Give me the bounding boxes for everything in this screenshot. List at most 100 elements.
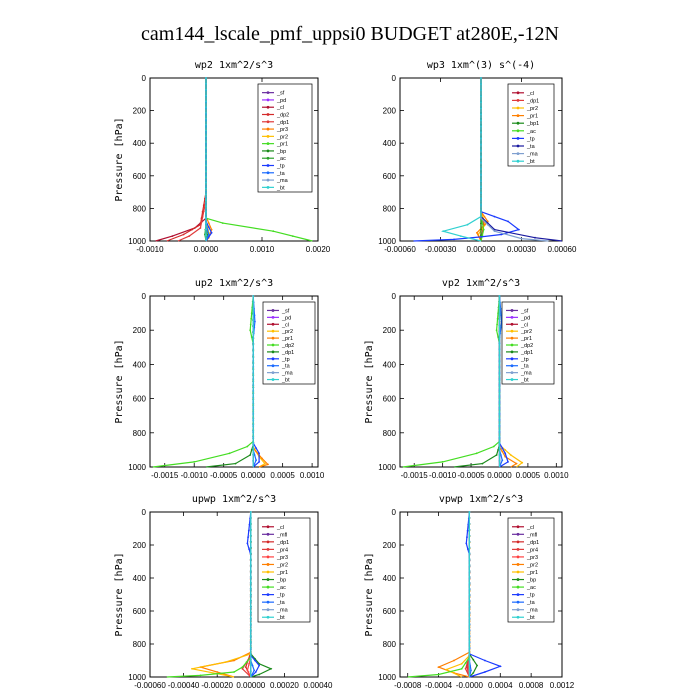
series-point [441, 461, 444, 463]
legend-label: _pr3 [526, 555, 538, 561]
series-point [249, 629, 252, 631]
legend-label: _bt [281, 378, 290, 384]
legend-marker [266, 578, 270, 581]
series-line [465, 511, 503, 678]
y-tick-label: 600 [133, 395, 147, 404]
series-point [467, 669, 469, 672]
series-point [252, 337, 255, 340]
series-point [468, 546, 471, 549]
series-point [252, 392, 255, 395]
series-point [210, 231, 213, 234]
series-point [497, 312, 499, 314]
x-tick-label: 0.0020 [306, 245, 331, 254]
x-tick-label: -0.0015 [151, 471, 179, 480]
series-point [468, 664, 471, 667]
y-tick-label: 0 [142, 74, 147, 83]
legend-marker [266, 547, 270, 551]
series-point [468, 634, 471, 637]
series-point [205, 222, 207, 225]
y-tick-label: 0 [392, 74, 397, 83]
y-tick-label: 600 [383, 607, 397, 616]
series-point [191, 228, 193, 231]
series-point [498, 374, 501, 377]
series-point [480, 209, 482, 212]
series-point [205, 228, 207, 231]
series-point [252, 398, 255, 401]
legend-label: _tp [526, 136, 535, 142]
series-line [200, 512, 252, 678]
y-tick-label: 1000 [378, 463, 396, 472]
legend-marker [266, 585, 270, 589]
y-tick-label: 1000 [128, 237, 146, 246]
series-point [459, 235, 462, 238]
series-point [498, 405, 501, 407]
x-tick-label: -0.0010 [429, 471, 457, 480]
series-point [515, 462, 518, 465]
series-point [254, 320, 256, 323]
legend-marker [516, 525, 520, 529]
series-point [210, 228, 213, 231]
series-point [466, 223, 469, 226]
series-point [258, 673, 261, 676]
series-line [166, 78, 207, 242]
legend-label: _ta [526, 144, 536, 150]
series-point [468, 587, 471, 590]
series-point [249, 634, 252, 637]
series-point [249, 658, 252, 661]
series-point [252, 356, 255, 358]
series-cl [155, 77, 207, 242]
series-point [498, 435, 501, 438]
series-point [467, 548, 469, 550]
series-point [500, 326, 502, 329]
series-point [252, 460, 255, 462]
series-point [472, 672, 475, 674]
series-point [476, 231, 478, 234]
series-point [249, 581, 252, 584]
series-point [476, 664, 478, 667]
series-point [468, 570, 471, 572]
legend-marker [266, 113, 270, 116]
series-point [252, 423, 255, 426]
legend-label: _pr1 [276, 142, 288, 148]
legend-label: _dp2 [520, 343, 533, 349]
legend-label: _cl [520, 322, 528, 328]
legend-label: _ma [276, 608, 289, 614]
series-line [402, 295, 501, 468]
series-point [496, 317, 499, 320]
legend-label: _bp [276, 578, 286, 584]
legend-label: _sf [520, 308, 529, 314]
legend: _cl_dp1 _pr2 _pr1_bp1 _ac_tp _ta _ma_bt [507, 83, 555, 167]
legend-marker [266, 149, 270, 153]
series-point [468, 528, 471, 531]
panel-5: upwp 1xm^2/s^302004006008001000-0.00060-… [114, 494, 333, 690]
series-point [254, 671, 257, 673]
legend-marker [510, 357, 514, 361]
series-point [498, 295, 501, 297]
legend-label: _cl [526, 91, 534, 97]
figure-title: cam144_lscale_pmf_uppsi0 BUDGET at280E,-… [141, 23, 559, 45]
legend-marker [266, 120, 270, 124]
series-point [498, 398, 501, 401]
legend-label: _dp1 [520, 350, 533, 356]
series-point [258, 461, 260, 463]
series-point [481, 462, 484, 465]
legend-label: _dp1 [526, 540, 539, 546]
legend-label: _dp1 [276, 540, 289, 546]
series-point [499, 665, 502, 668]
series-point [249, 646, 252, 649]
series-point [205, 176, 207, 178]
legend-marker [271, 364, 275, 368]
series-line [413, 78, 521, 242]
series-point [498, 386, 501, 389]
legend-box [501, 301, 555, 385]
series-point [291, 235, 294, 238]
legend-marker [516, 540, 520, 544]
series-point [468, 599, 471, 602]
series-point [241, 667, 244, 670]
series-point [480, 236, 482, 238]
series-point [171, 235, 174, 238]
legend-marker [266, 600, 270, 604]
y-tick-label: 200 [133, 326, 147, 335]
panel-title: vpwp 1xm^2/s^3 [439, 494, 523, 505]
